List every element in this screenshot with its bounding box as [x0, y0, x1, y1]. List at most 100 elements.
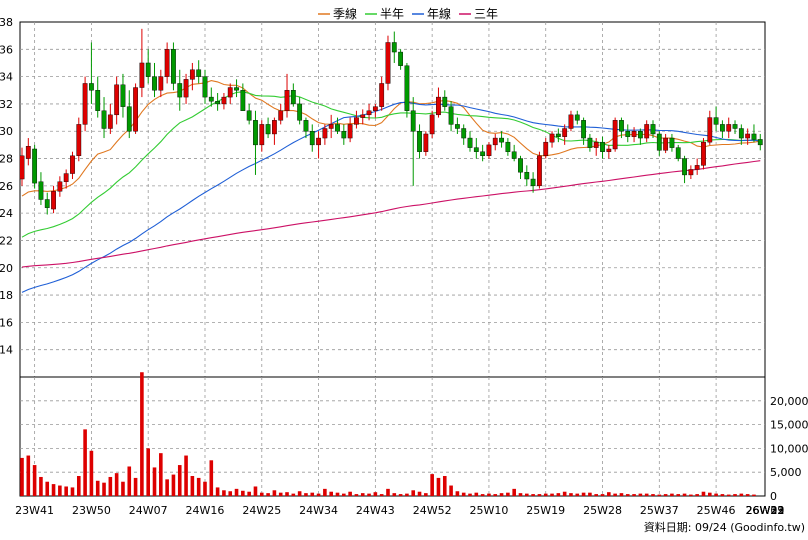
volume-bar — [480, 494, 485, 496]
volume-bar — [424, 493, 428, 496]
volume-bar — [474, 492, 479, 496]
candle-body — [625, 131, 631, 137]
x-tick-label: 26W31 — [746, 504, 785, 517]
volume-bar — [752, 494, 756, 496]
x-tick-label: 26W03 — [746, 504, 785, 517]
candle-body — [581, 120, 586, 139]
candle-body — [82, 83, 88, 125]
candle-body — [227, 87, 233, 98]
candle-body — [720, 124, 725, 132]
volume-bar — [670, 493, 674, 496]
candle-body — [751, 133, 757, 140]
candle-body — [454, 124, 460, 129]
candle-body — [284, 90, 290, 111]
volume-bar — [159, 453, 163, 496]
price-tick-label: 16 — [0, 316, 13, 329]
volume-y-axis: 0 5,000 10,000 15,000 20,000 — [770, 395, 808, 503]
candle-body — [309, 131, 315, 146]
volume-bar — [102, 482, 106, 496]
candle-body — [682, 158, 687, 176]
candle-body — [473, 147, 479, 152]
candle-body — [631, 131, 637, 137]
candle-body — [322, 128, 328, 139]
candle-body — [486, 144, 492, 157]
volume-bar — [291, 493, 296, 496]
volume-bar — [222, 490, 226, 496]
price-tick-label: 34 — [0, 71, 13, 84]
volume-bar — [171, 474, 176, 496]
volume-bar — [259, 492, 264, 496]
candle-body — [461, 128, 467, 139]
volume-bar — [499, 493, 504, 496]
volume-bar — [253, 486, 258, 496]
volume-bar — [76, 476, 81, 496]
candle-body — [25, 146, 31, 159]
candle-body — [70, 155, 75, 174]
volume-bar — [354, 494, 359, 496]
volume-bar — [468, 493, 472, 496]
x-tick-label: 25W46 — [697, 504, 736, 517]
price-tick-label: 38 — [0, 16, 13, 29]
candle-body — [637, 131, 643, 139]
candle-body — [644, 124, 650, 139]
candle-body — [404, 65, 410, 111]
x-tick-label: 23W41 — [15, 504, 54, 517]
candle-body — [600, 141, 605, 152]
candle-body — [530, 178, 536, 187]
candle-body — [738, 128, 744, 139]
candle-body — [51, 191, 56, 210]
volume-bar — [525, 493, 529, 496]
candle-body — [442, 96, 448, 107]
candle-body — [694, 165, 700, 170]
candle-body — [524, 171, 530, 180]
candle-body — [95, 90, 101, 111]
candle-body — [32, 148, 38, 184]
candle-body — [360, 114, 366, 118]
candle-body — [101, 110, 107, 129]
volume-bar — [373, 492, 378, 496]
volume-bar — [518, 493, 523, 496]
volume-bar — [405, 493, 409, 496]
legend: 季線 半年 年線 三年 — [318, 6, 498, 21]
candle-body — [480, 151, 486, 157]
volume-bar — [487, 493, 491, 496]
volume-bar — [506, 492, 510, 496]
volume-bar — [556, 493, 561, 496]
candle-body — [221, 96, 227, 105]
candle-body — [158, 76, 164, 91]
volume-bar — [651, 494, 655, 496]
volume-bar — [417, 491, 422, 496]
candle-body — [499, 137, 504, 143]
candle-body — [202, 76, 208, 98]
volume-bars — [20, 372, 756, 496]
x-tick-label: 25W10 — [470, 504, 509, 517]
candle-body — [606, 148, 612, 152]
candle-body — [574, 114, 580, 121]
volume-bar — [386, 488, 390, 496]
candle-body — [133, 87, 138, 132]
volume-bar — [512, 488, 516, 496]
volume-bar — [177, 465, 182, 496]
candle-body — [38, 181, 44, 200]
volume-bar — [342, 493, 346, 496]
volume-bar — [215, 487, 220, 496]
candle-body — [234, 87, 239, 91]
volume-bar — [537, 494, 542, 496]
candle-body — [688, 169, 694, 176]
volume-bar — [310, 492, 315, 496]
candle-body — [398, 51, 403, 66]
volume-bar — [607, 492, 611, 496]
candle-body — [612, 120, 618, 150]
volume-bar — [20, 457, 24, 496]
x-tick-label: 25W19 — [526, 504, 565, 517]
candle-body — [366, 110, 372, 116]
candle-body — [448, 106, 454, 125]
legend-label-3: 三年 — [474, 7, 498, 21]
candle-body — [139, 62, 145, 88]
candle-body — [303, 120, 309, 132]
price-tick-label: 26 — [0, 180, 13, 193]
volume-bar — [335, 492, 340, 496]
candle-body — [391, 42, 397, 53]
candle-body — [549, 133, 555, 143]
volume-bar — [588, 492, 592, 496]
